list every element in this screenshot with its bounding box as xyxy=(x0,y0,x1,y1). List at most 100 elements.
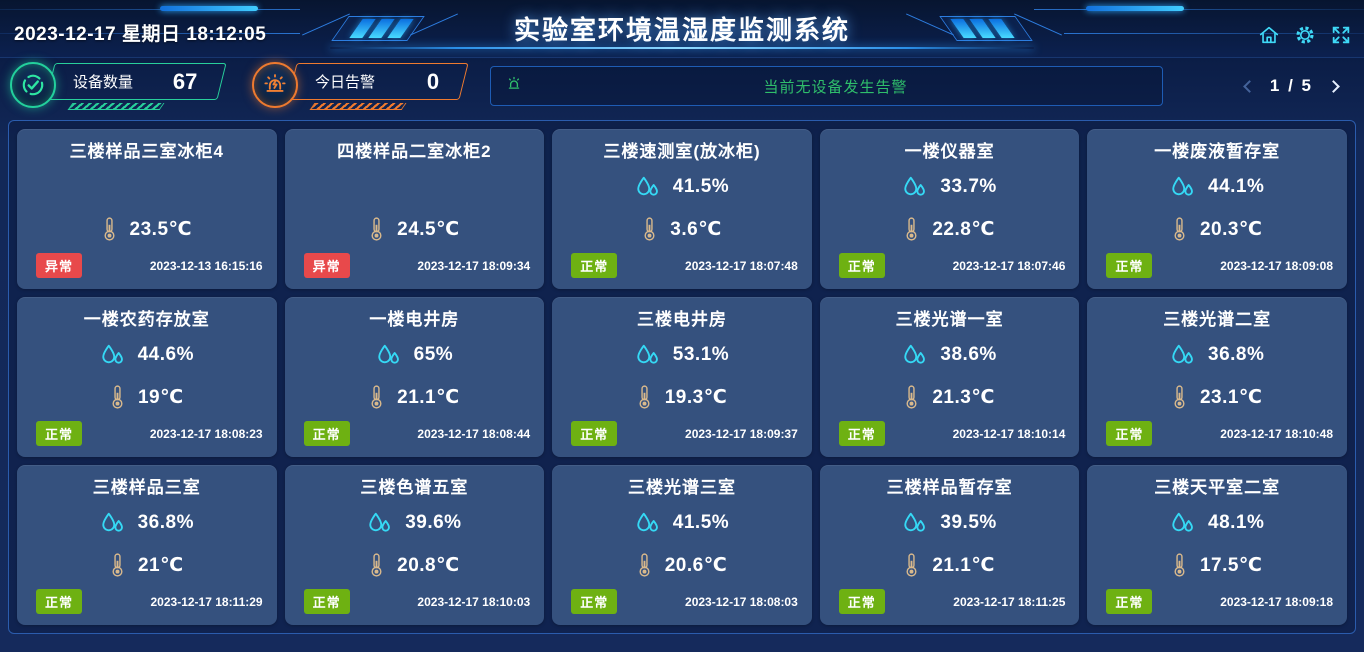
device-card[interactable]: 一楼电井房 65% 21.1℃ 正常 20 xyxy=(284,297,545,457)
settings-gear-icon[interactable] xyxy=(1294,24,1316,46)
temperature-value: 19.3℃ xyxy=(664,386,728,408)
humidity-row: 36.8% xyxy=(1099,335,1335,375)
thermometer-icon xyxy=(110,384,125,410)
card-title: 一楼农药存放室 xyxy=(83,310,210,329)
humidity-row: 44.1% xyxy=(1099,167,1335,207)
temperature-row: 21℃ xyxy=(29,545,265,585)
temperature-row: 20.3℃ xyxy=(1099,209,1335,249)
device-card[interactable]: 三楼样品暂存室 39.5% 21.1℃ 正常 xyxy=(819,465,1080,625)
card-footer: 正常 2023-12-17 18:11:25 xyxy=(832,589,1068,615)
thermometer-icon xyxy=(1172,216,1187,242)
device-card[interactable]: 三楼光谱三室 41.5% 20.6℃ 正常 xyxy=(552,465,812,625)
card-title: 四楼样品二室冰柜2 xyxy=(337,142,492,161)
thermometer-icon xyxy=(637,552,652,578)
hatch-decoration xyxy=(309,103,407,110)
card-footer: 异常 2023-12-13 16:15:16 xyxy=(29,253,265,279)
humidity-row: 44.6% xyxy=(29,335,265,375)
temperature-row: 20.6℃ xyxy=(564,545,800,585)
temperature-value: 23.1℃ xyxy=(1199,386,1263,408)
device-card[interactable]: 三楼样品三室 36.8% 21℃ 正常 2 xyxy=(17,465,277,625)
temperature-row: 22.8℃ xyxy=(832,209,1068,249)
card-footer: 正常 2023-12-17 18:08:23 xyxy=(29,421,265,447)
device-card[interactable]: 四楼样品二室冰柜2 24.5℃ 异常 2 xyxy=(284,129,545,289)
alarm-siren-icon xyxy=(252,62,298,108)
humidity-value: 41.5% xyxy=(672,176,730,197)
device-card[interactable]: 三楼光谱二室 36.8% 23.1℃ 正常 xyxy=(1087,297,1347,457)
temperature-row: 23.1℃ xyxy=(1099,377,1335,417)
card-title: 三楼光谱三室 xyxy=(627,478,736,497)
temperature-row: 23.5℃ xyxy=(29,209,265,249)
thermometer-icon xyxy=(637,384,652,410)
status-badge: 正常 xyxy=(36,421,83,446)
status-badge: 正常 xyxy=(303,589,350,614)
timestamp: 2023-12-17 18:08:44 xyxy=(417,426,531,441)
device-count-badge: 设备数量 67 xyxy=(8,60,234,112)
temperature-value: 17.5℃ xyxy=(1199,554,1263,576)
device-card[interactable]: 三楼色谱五室 39.6% 20.8℃ 正常 xyxy=(284,465,545,625)
humidity-value: 36.8% xyxy=(137,512,194,533)
temperature-value: 24.5℃ xyxy=(397,218,460,240)
alert-siren-icon xyxy=(505,75,523,98)
humidity-drops-icon xyxy=(1170,344,1195,366)
card-title: 三楼色谱五室 xyxy=(360,478,469,497)
home-icon[interactable] xyxy=(1258,24,1280,46)
thermometer-icon xyxy=(369,552,384,578)
header-glow-bar-left xyxy=(160,6,258,11)
device-card[interactable]: 三楼速测室(放冰柜) 41.5% 3.6℃ 正常 xyxy=(552,129,812,289)
timestamp: 2023-12-13 16:15:16 xyxy=(149,258,263,273)
status-badge: 正常 xyxy=(571,253,618,278)
humidity-row: 39.5% xyxy=(832,503,1068,543)
status-badge: 正常 xyxy=(36,589,83,614)
humidity-row: 38.6% xyxy=(832,335,1068,375)
card-footer: 正常 2023-12-17 18:09:18 xyxy=(1099,589,1335,615)
temperature-row: 21.1℃ xyxy=(297,377,533,417)
temperature-row: 19.3℃ xyxy=(564,377,800,417)
humidity-row: 36.8% xyxy=(29,503,265,543)
humidity-row: 53.1% xyxy=(564,335,800,375)
page-title: 实验室环境温湿度监测系统 xyxy=(513,15,850,45)
hatch-decoration xyxy=(67,103,165,110)
humidity-drops-icon xyxy=(1170,512,1195,534)
device-card[interactable]: 三楼天平室二室 48.1% 17.5℃ 正常 xyxy=(1087,465,1347,625)
humidity-drops-icon xyxy=(902,176,927,198)
header: 2023-12-17 星期日 18:12:05 实验室环境温湿度监测系统 xyxy=(0,0,1364,58)
card-title: 三楼样品三室冰柜4 xyxy=(69,142,225,161)
card-footer: 正常 2023-12-17 18:09:37 xyxy=(564,421,800,447)
temperature-row: 21.1℃ xyxy=(832,545,1068,585)
timestamp: 2023-12-17 18:07:48 xyxy=(685,258,798,273)
card-footer: 正常 2023-12-17 18:08:44 xyxy=(297,421,533,447)
prev-page-button[interactable] xyxy=(1243,79,1256,93)
card-footer: 正常 2023-12-17 18:07:46 xyxy=(832,253,1068,279)
status-badge: 正常 xyxy=(838,253,885,278)
thermometer-icon xyxy=(904,384,919,410)
humidity-drops-icon xyxy=(635,512,660,534)
humidity-drops-icon xyxy=(635,176,660,198)
pagination: 1 / 5 xyxy=(1243,76,1340,96)
device-card[interactable]: 三楼光谱一室 38.6% 21.3℃ 正常 xyxy=(819,297,1080,457)
device-card[interactable]: 三楼样品三室冰柜4 23.5℃ 异常 2 xyxy=(17,129,277,289)
thermometer-icon xyxy=(1172,552,1187,578)
device-card[interactable]: 一楼仪器室 33.7% 22.8℃ 正常 xyxy=(819,129,1080,289)
timestamp: 2023-12-17 18:10:03 xyxy=(417,594,531,609)
device-card[interactable]: 一楼废液暂存室 44.1% 20.3℃ 正常 xyxy=(1087,129,1347,289)
fullscreen-icon[interactable] xyxy=(1330,24,1352,46)
humidity-value: 44.6% xyxy=(137,344,194,365)
device-card[interactable]: 一楼农药存放室 44.6% 19℃ 正常 xyxy=(17,297,277,457)
card-footer: 正常 2023-12-17 18:11:29 xyxy=(29,589,265,615)
next-page-button[interactable] xyxy=(1327,79,1340,93)
page-indicator: 1 / 5 xyxy=(1269,76,1313,95)
card-title: 三楼样品暂存室 xyxy=(886,478,1013,497)
thermometer-icon xyxy=(369,216,384,242)
humidity-value: 44.1% xyxy=(1208,176,1265,197)
temperature-row: 3.6℃ xyxy=(564,209,800,249)
device-card[interactable]: 三楼电井房 53.1% 19.3℃ 正常 xyxy=(552,297,812,457)
card-footer: 正常 2023-12-17 18:08:03 xyxy=(564,589,800,615)
timestamp: 2023-12-17 18:10:14 xyxy=(952,426,1066,441)
status-badge: 正常 xyxy=(1106,253,1153,278)
humidity-row: 33.7% xyxy=(832,167,1068,207)
header-glow-bar-right xyxy=(1086,6,1184,11)
alarm-today-value: 0 xyxy=(426,68,439,94)
temperature-row: 19℃ xyxy=(29,377,265,417)
humidity-row: 41.5% xyxy=(564,167,800,207)
temperature-value: 3.6℃ xyxy=(670,218,722,240)
